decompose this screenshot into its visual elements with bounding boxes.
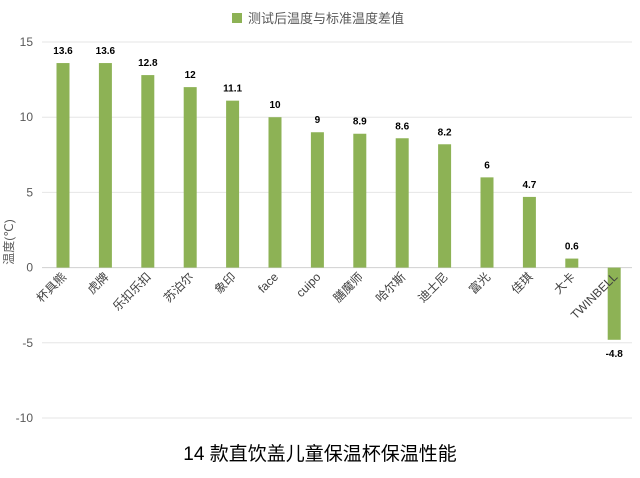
legend-label: 测试后温度与标准温度差值 bbox=[248, 11, 404, 26]
gridlines bbox=[42, 41, 632, 419]
bar bbox=[565, 258, 579, 268]
bar bbox=[56, 63, 70, 268]
bar bbox=[141, 75, 155, 268]
bar bbox=[226, 100, 240, 268]
x-tick-label: 杯具熊 bbox=[33, 269, 69, 305]
y-tick-label: 10 bbox=[20, 110, 34, 124]
x-tick-label: 膳魔师 bbox=[330, 269, 366, 305]
x-tick-label: 迪士尼 bbox=[415, 270, 450, 305]
x-tick-label: 富光 bbox=[466, 269, 494, 297]
bar bbox=[268, 117, 282, 268]
y-tick-label: 0 bbox=[26, 261, 33, 275]
x-tick-label: face bbox=[255, 270, 281, 296]
bars bbox=[56, 63, 621, 340]
y-tick-label: -10 bbox=[16, 411, 34, 425]
value-label: 8.2 bbox=[438, 127, 452, 138]
bar bbox=[480, 177, 494, 268]
value-label: 4.7 bbox=[522, 180, 536, 191]
bar bbox=[438, 144, 452, 268]
value-label: 11.1 bbox=[223, 84, 242, 95]
value-label: 6 bbox=[484, 160, 490, 171]
y-tick-label: 5 bbox=[26, 185, 33, 199]
chart-title: 14 款直饮盖儿童保温杯保温性能 bbox=[183, 443, 456, 465]
legend-swatch bbox=[232, 13, 242, 23]
bar bbox=[183, 87, 197, 268]
value-labels: 13.6 13.6 12.8 12 11.1 10 9 8.9 8.6 8.2 6 4.7 0.6 -4.… bbox=[53, 46, 623, 360]
x-tick-label: 哈尔斯 bbox=[372, 269, 408, 305]
value-label: 13.6 bbox=[53, 46, 73, 57]
y-axis-ticks: 15 10 5 0 -5 -10 bbox=[16, 35, 34, 425]
value-label: 12.8 bbox=[138, 58, 158, 69]
value-label: 10 bbox=[269, 100, 281, 111]
value-label: 0.6 bbox=[565, 242, 579, 253]
x-tick-label: cuipo bbox=[293, 270, 323, 300]
bar bbox=[522, 196, 536, 268]
value-label: 8.6 bbox=[395, 121, 409, 132]
y-tick-label: -5 bbox=[22, 336, 33, 350]
value-label: 9 bbox=[315, 115, 321, 126]
bar bbox=[395, 138, 409, 268]
legend: 测试后温度与标准温度差值 bbox=[232, 11, 404, 26]
y-axis-title: 温度(℃) bbox=[1, 219, 16, 264]
value-label: -4.8 bbox=[606, 349, 624, 360]
bar bbox=[98, 63, 112, 268]
value-label: 8.9 bbox=[353, 117, 367, 128]
x-tick-label: 佳琪 bbox=[509, 270, 536, 297]
y-tick-label: 15 bbox=[20, 35, 34, 49]
bar bbox=[607, 267, 621, 340]
value-label: 13.6 bbox=[96, 46, 116, 57]
x-tick-label: 象印 bbox=[212, 270, 239, 297]
x-tick-label: 虎牌 bbox=[85, 270, 112, 297]
bar bbox=[310, 132, 324, 268]
value-label: 12 bbox=[185, 70, 197, 81]
x-tick-label: 乐扣乐扣 bbox=[110, 270, 154, 314]
x-tick-label: 苏泊尔 bbox=[160, 269, 196, 305]
bar bbox=[353, 133, 367, 268]
x-tick-label: 大卡 bbox=[551, 270, 578, 297]
